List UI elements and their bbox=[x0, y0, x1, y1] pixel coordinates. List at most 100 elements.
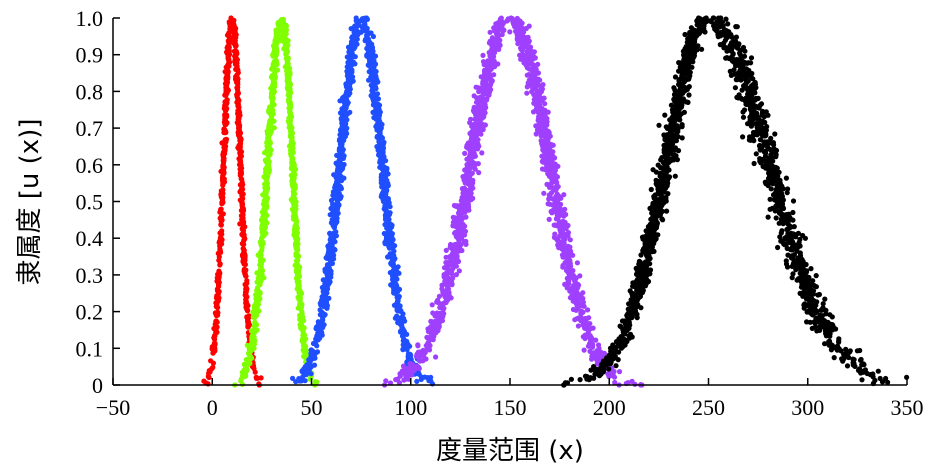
data-point bbox=[326, 266, 332, 272]
data-point bbox=[379, 184, 385, 190]
data-point bbox=[538, 138, 544, 144]
data-point bbox=[439, 282, 445, 288]
data-point bbox=[377, 159, 383, 165]
data-point bbox=[219, 140, 225, 146]
data-point bbox=[404, 331, 410, 337]
data-point bbox=[281, 31, 288, 37]
data-point bbox=[341, 153, 347, 159]
data-point bbox=[285, 58, 291, 64]
data-point bbox=[269, 114, 275, 120]
data-point bbox=[264, 187, 270, 193]
data-point bbox=[395, 264, 401, 270]
data-point bbox=[459, 206, 465, 212]
data-point bbox=[401, 377, 407, 383]
data-point bbox=[264, 204, 270, 211]
data-point bbox=[382, 193, 389, 200]
data-point bbox=[767, 196, 773, 202]
data-point bbox=[317, 335, 323, 341]
data-point bbox=[210, 360, 216, 366]
data-point bbox=[460, 195, 466, 201]
data-point bbox=[209, 366, 215, 372]
data-point bbox=[524, 49, 530, 55]
data-point bbox=[555, 163, 561, 169]
data-point bbox=[291, 176, 297, 182]
data-point bbox=[394, 313, 400, 319]
data-point bbox=[271, 81, 277, 87]
data-point bbox=[875, 368, 881, 374]
data-point bbox=[456, 230, 462, 236]
data-point bbox=[296, 279, 302, 285]
data-point bbox=[285, 75, 291, 81]
data-point bbox=[439, 301, 445, 307]
data-point bbox=[461, 177, 467, 183]
data-point bbox=[258, 375, 264, 381]
data-point bbox=[285, 92, 291, 98]
data-point bbox=[404, 347, 410, 353]
data-point bbox=[281, 39, 287, 45]
data-point bbox=[449, 246, 456, 252]
data-point bbox=[530, 109, 537, 115]
data-point bbox=[220, 173, 226, 179]
data-point bbox=[334, 201, 340, 208]
data-point bbox=[430, 310, 436, 316]
data-point bbox=[284, 64, 290, 70]
data-point bbox=[530, 80, 537, 87]
data-point bbox=[526, 23, 532, 29]
data-point bbox=[532, 85, 538, 92]
data-point bbox=[463, 241, 469, 247]
data-point bbox=[269, 93, 275, 99]
data-point bbox=[555, 242, 561, 248]
data-point bbox=[217, 209, 223, 215]
data-point bbox=[347, 59, 353, 65]
data-point bbox=[740, 114, 747, 120]
data-point bbox=[554, 200, 561, 206]
data-point bbox=[418, 374, 425, 380]
data-point bbox=[266, 146, 272, 152]
data-point bbox=[225, 48, 231, 54]
data-point bbox=[468, 116, 474, 122]
data-point bbox=[380, 198, 387, 205]
data-point bbox=[541, 129, 547, 135]
data-point bbox=[236, 124, 242, 130]
data-point bbox=[489, 78, 495, 84]
data-point bbox=[368, 93, 374, 99]
data-point bbox=[491, 25, 497, 31]
data-point bbox=[409, 372, 415, 378]
data-point bbox=[474, 95, 480, 101]
data-point bbox=[414, 351, 420, 357]
data-point bbox=[237, 182, 243, 188]
data-point bbox=[301, 332, 308, 338]
data-point bbox=[241, 261, 247, 267]
data-point bbox=[331, 256, 337, 262]
data-point bbox=[733, 34, 740, 40]
data-point bbox=[346, 49, 352, 55]
data-point bbox=[362, 21, 368, 27]
data-point bbox=[237, 158, 243, 164]
data-point bbox=[433, 354, 439, 360]
data-point bbox=[270, 88, 276, 94]
data-point bbox=[225, 76, 231, 82]
data-point bbox=[395, 376, 401, 382]
data-point bbox=[289, 149, 295, 155]
data-point bbox=[369, 72, 375, 78]
data-point bbox=[380, 147, 386, 153]
data-point bbox=[609, 372, 616, 379]
data-point bbox=[370, 102, 376, 108]
data-point bbox=[291, 169, 297, 175]
data-point bbox=[740, 134, 746, 140]
data-point bbox=[286, 79, 292, 86]
data-point bbox=[235, 101, 241, 107]
data-point bbox=[217, 247, 223, 253]
data-point bbox=[243, 273, 249, 279]
data-point bbox=[468, 171, 474, 177]
data-point bbox=[452, 251, 458, 257]
data-point bbox=[367, 63, 373, 69]
data-point bbox=[564, 275, 570, 281]
data-point bbox=[220, 179, 227, 185]
data-point bbox=[206, 370, 212, 376]
data-point bbox=[571, 277, 578, 284]
data-point bbox=[233, 43, 239, 49]
data-point bbox=[290, 193, 296, 199]
data-point bbox=[243, 373, 249, 379]
